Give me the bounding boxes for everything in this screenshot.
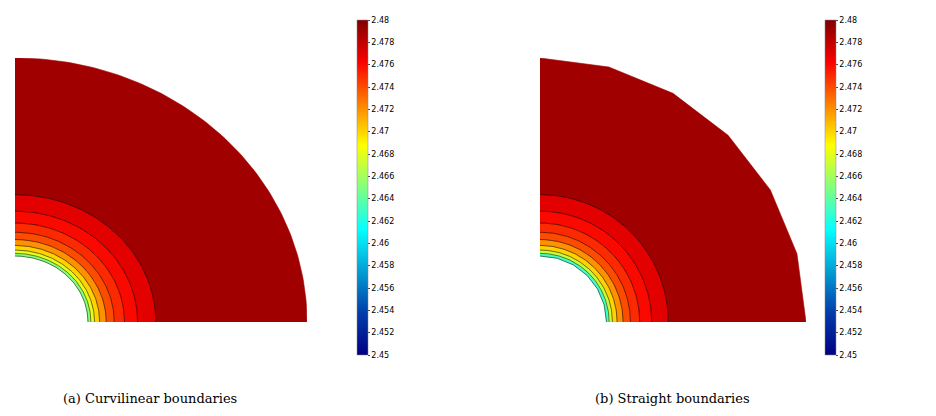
svg-text:2.474: 2.474 — [371, 83, 394, 92]
svg-text:2.47: 2.47 — [839, 127, 857, 136]
svg-text:2.47: 2.47 — [371, 127, 389, 136]
svg-text:2.464: 2.464 — [371, 194, 394, 203]
svg-text:2.474: 2.474 — [839, 83, 862, 92]
svg-text:2.454: 2.454 — [371, 306, 394, 315]
svg-text:2.456: 2.456 — [839, 284, 862, 293]
svg-text:(a) Curvilinear boundaries: (a) Curvilinear boundaries — [63, 391, 237, 406]
svg-text:2.462: 2.462 — [839, 217, 862, 226]
svg-text:2.468: 2.468 — [371, 150, 394, 159]
svg-text:2.458: 2.458 — [839, 261, 862, 270]
svg-text:2.468: 2.468 — [839, 150, 862, 159]
svg-text:2.454: 2.454 — [839, 306, 862, 315]
svg-text:2.458: 2.458 — [371, 261, 394, 270]
svg-text:2.48: 2.48 — [371, 16, 389, 25]
svg-text:2.452: 2.452 — [839, 328, 862, 337]
svg-text:2.466: 2.466 — [839, 172, 862, 181]
svg-text:2.472: 2.472 — [839, 105, 862, 114]
svg-text:2.456: 2.456 — [371, 284, 394, 293]
svg-text:2.464: 2.464 — [839, 194, 862, 203]
svg-text:2.478: 2.478 — [371, 38, 394, 47]
svg-text:2.478: 2.478 — [839, 38, 862, 47]
svg-text:2.466: 2.466 — [371, 172, 394, 181]
svg-text:2.472: 2.472 — [371, 105, 394, 114]
svg-text:2.48: 2.48 — [839, 16, 857, 25]
svg-text:2.46: 2.46 — [371, 239, 389, 248]
svg-text:2.462: 2.462 — [371, 217, 394, 226]
svg-text:2.45: 2.45 — [371, 351, 389, 360]
svg-text:2.452: 2.452 — [371, 328, 394, 337]
svg-text:2.476: 2.476 — [839, 60, 862, 69]
svg-text:2.45: 2.45 — [839, 351, 857, 360]
svg-text:2.46: 2.46 — [839, 239, 857, 248]
svg-text:(b) Straight boundaries: (b) Straight boundaries — [595, 391, 750, 406]
svg-text:2.476: 2.476 — [371, 60, 394, 69]
